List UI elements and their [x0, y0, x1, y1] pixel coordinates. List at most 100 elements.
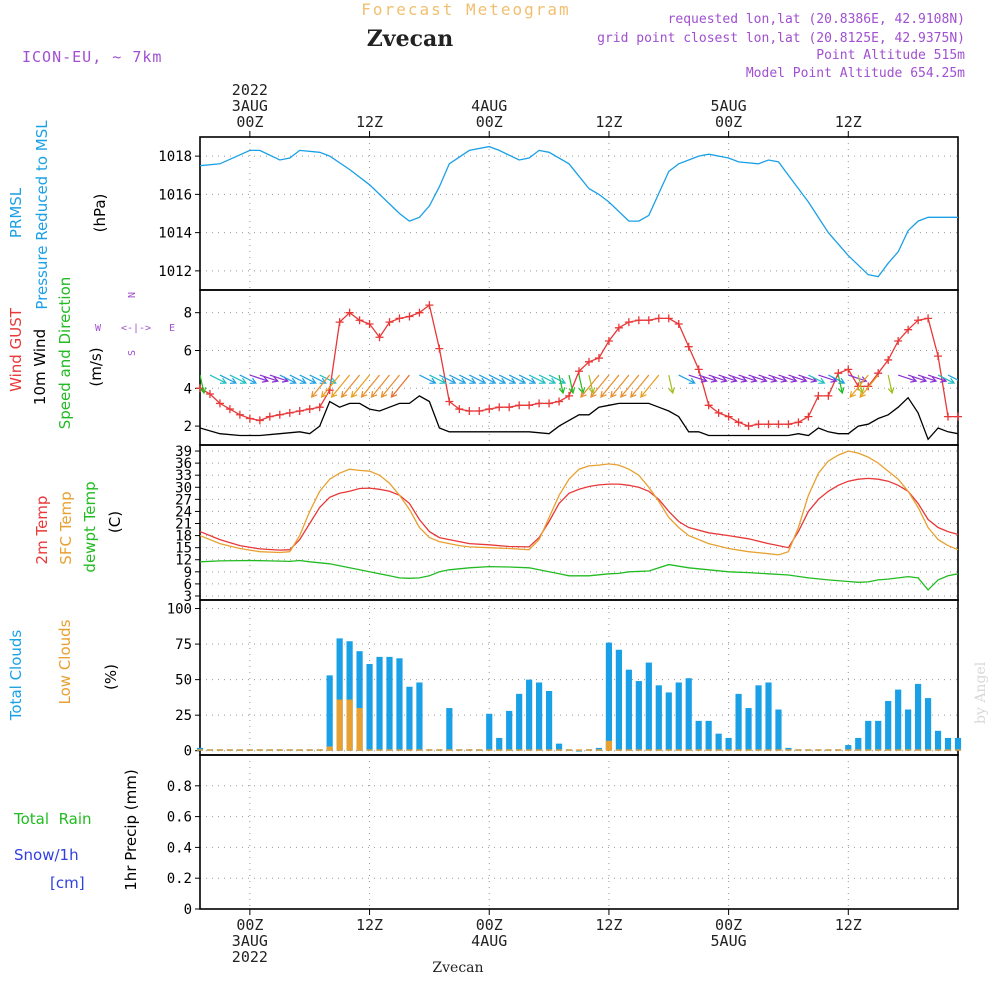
- gust-marker: [495, 403, 504, 412]
- gust-marker: [285, 408, 294, 417]
- wind-gust-label: Wind GUST: [7, 307, 25, 392]
- y-tick-label: 2: [184, 419, 192, 435]
- gust-marker: [205, 389, 214, 398]
- wind-arrow: [798, 374, 818, 383]
- bar-low-clouds: [236, 749, 243, 751]
- bar-low-clouds: [645, 749, 652, 751]
- bar-low-clouds: [685, 749, 692, 751]
- wind-arrow: [478, 374, 497, 384]
- panel-prmsl: 1012 1014 1016 1018: [158, 136, 959, 291]
- series-line-wind-gust: [200, 303, 958, 427]
- gust-marker: [365, 320, 374, 329]
- series-line-prmsl: [200, 145, 958, 278]
- wind-arrow: [259, 374, 280, 383]
- wind-arrow: [249, 374, 270, 383]
- y-tick-label: 3: [184, 589, 192, 605]
- gust-marker: [215, 399, 224, 408]
- gust-marker: [844, 365, 853, 374]
- wind-arrow: [859, 374, 879, 399]
- gust-marker: [954, 412, 962, 421]
- bar-total-clouds: [625, 669, 632, 751]
- wind-arrow: [590, 374, 610, 399]
- bar-low-clouds: [426, 749, 433, 751]
- gust-marker: [894, 337, 903, 346]
- bar-low-clouds: [924, 749, 932, 751]
- gust-marker: [345, 308, 354, 317]
- gust-marker: [914, 316, 923, 325]
- bar-low-clouds: [346, 699, 353, 751]
- bar-total-clouds: [924, 698, 932, 751]
- pressure-unit-label: (hPa): [91, 194, 109, 233]
- wind-arrow: [947, 374, 958, 381]
- wind-arrow: [350, 374, 371, 399]
- bar-low-clouds: [196, 749, 204, 751]
- bar-low-clouds: [675, 749, 682, 751]
- wind-arrow: [508, 374, 527, 384]
- bar-total-clouds: [705, 720, 712, 751]
- wind-arrow: [320, 374, 341, 399]
- bar-low-clouds: [206, 749, 214, 751]
- gust-marker: [614, 323, 623, 332]
- chart-title: Forecast Meteogram: [361, 0, 570, 19]
- bar-low-clouds: [725, 749, 732, 751]
- bar-total-clouds: [885, 700, 892, 751]
- wind-arrow: [849, 374, 869, 399]
- bar-low-clouds: [775, 749, 782, 751]
- total-rain-label: Total Rain: [13, 810, 92, 828]
- y-tick-label: 6: [184, 343, 192, 359]
- wind-arrow: [439, 374, 457, 384]
- gust-marker: [584, 357, 593, 366]
- bar-low-clouds: [595, 749, 603, 751]
- y-tick-label: 25: [175, 708, 192, 724]
- bar-low-clouds: [476, 749, 483, 751]
- gridpoint-coords: grid point closest lon,lat (20.8125E, 42…: [597, 31, 965, 46]
- panel-clouds: 0 25 50 75 100: [167, 599, 962, 760]
- wind-arrow: [229, 374, 248, 384]
- y-tick-label: 1018: [158, 149, 192, 165]
- gust-marker: [594, 354, 603, 363]
- precip-axis-label: 1hr Precip (mm): [122, 769, 140, 890]
- compass-arrow: <-|->: [121, 323, 151, 334]
- wind-arrow: [279, 374, 297, 384]
- wind-arrow: [678, 374, 696, 384]
- gust-marker: [604, 337, 613, 346]
- y-tick-label: 75: [175, 637, 192, 653]
- requested-coords: requested lon,lat (20.8386E, 42.9108N): [668, 12, 965, 27]
- gust-marker: [724, 412, 733, 421]
- bar-low-clouds: [466, 749, 473, 751]
- wind-arrow: [808, 374, 826, 384]
- y-tick-label: 0.2: [167, 871, 192, 887]
- gust-marker: [904, 325, 913, 334]
- wind-arrow: [289, 374, 307, 384]
- bar-low-clouds: [416, 749, 423, 751]
- bar-low-clouds: [815, 749, 822, 751]
- wind-arrow: [738, 374, 758, 383]
- bottom-time-label: 12Z: [356, 916, 383, 934]
- bottom-time-label: 00Z: [476, 916, 503, 934]
- top-time-label: 00Z: [715, 113, 742, 131]
- gust-marker: [674, 320, 683, 329]
- gust-marker: [644, 316, 653, 325]
- wind-arrow: [449, 374, 467, 384]
- panel-side-labels: PRMSL Pressure Reduced to MSL (hPa) Wind GU…: [7, 120, 175, 892]
- bar-total-clouds: [954, 737, 962, 751]
- gust-marker: [704, 401, 713, 410]
- wind-arrow: [488, 374, 507, 384]
- wind-arrow: [219, 374, 238, 384]
- bar-low-clouds: [795, 749, 802, 751]
- gust-marker: [744, 422, 753, 431]
- model-altitude: Model Point Altitude 654.25m: [746, 66, 965, 81]
- bar-low-clouds: [765, 749, 772, 751]
- wind-arrow: [778, 374, 798, 383]
- wind-arrow: [897, 374, 918, 383]
- bar-total-clouds: [196, 747, 204, 751]
- wind-arrow: [459, 374, 477, 384]
- gust-marker: [545, 399, 554, 408]
- temp-2m-label: 2m Temp: [33, 496, 51, 565]
- wind-unit-label: (m/s): [87, 347, 105, 386]
- bar-total-clouds: [645, 662, 652, 751]
- wind-arrow: [578, 374, 586, 395]
- bar-total-clouds: [635, 681, 642, 751]
- y-tick-label: 0.6: [167, 810, 192, 826]
